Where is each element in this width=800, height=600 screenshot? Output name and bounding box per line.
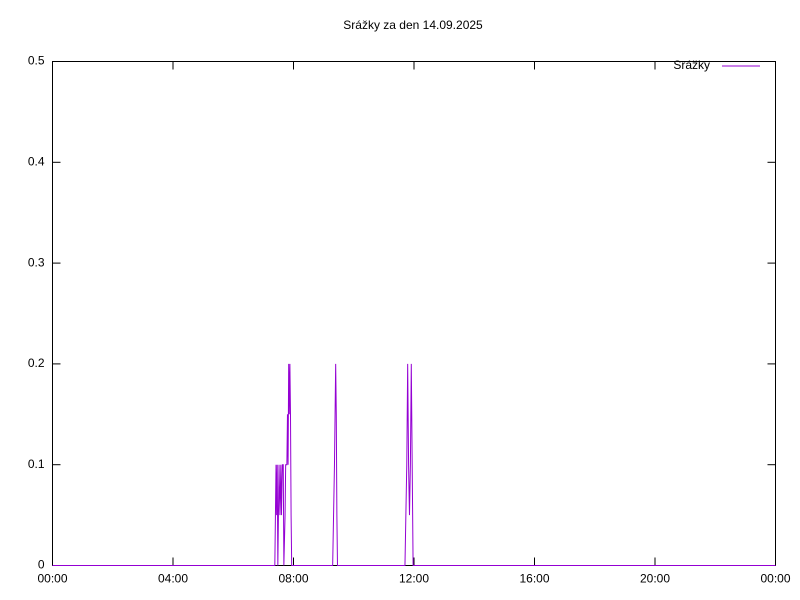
x-tick-label: 04:00: [158, 572, 188, 586]
x-tick-label: 08:00: [278, 572, 308, 586]
x-tick-label: 00:00: [760, 572, 790, 586]
x-tick-label: 12:00: [399, 572, 429, 586]
y-tick-label: 0.1: [28, 457, 45, 471]
y-tick-label: 0.4: [28, 154, 45, 168]
x-tick-label: 00:00: [37, 572, 67, 586]
y-tick-label: 0.5: [28, 54, 45, 68]
y-tick-label: 0.3: [28, 255, 45, 269]
legend-label: Srážky: [673, 58, 710, 72]
data-line: [52, 363, 776, 566]
y-tick-label: 0: [38, 558, 45, 572]
x-tick-label: 16:00: [519, 572, 549, 586]
x-tick-label: 20:00: [640, 572, 670, 586]
y-tick-label: 0.2: [28, 356, 45, 370]
chart-title: Srážky za den 14.09.2025: [343, 18, 483, 32]
